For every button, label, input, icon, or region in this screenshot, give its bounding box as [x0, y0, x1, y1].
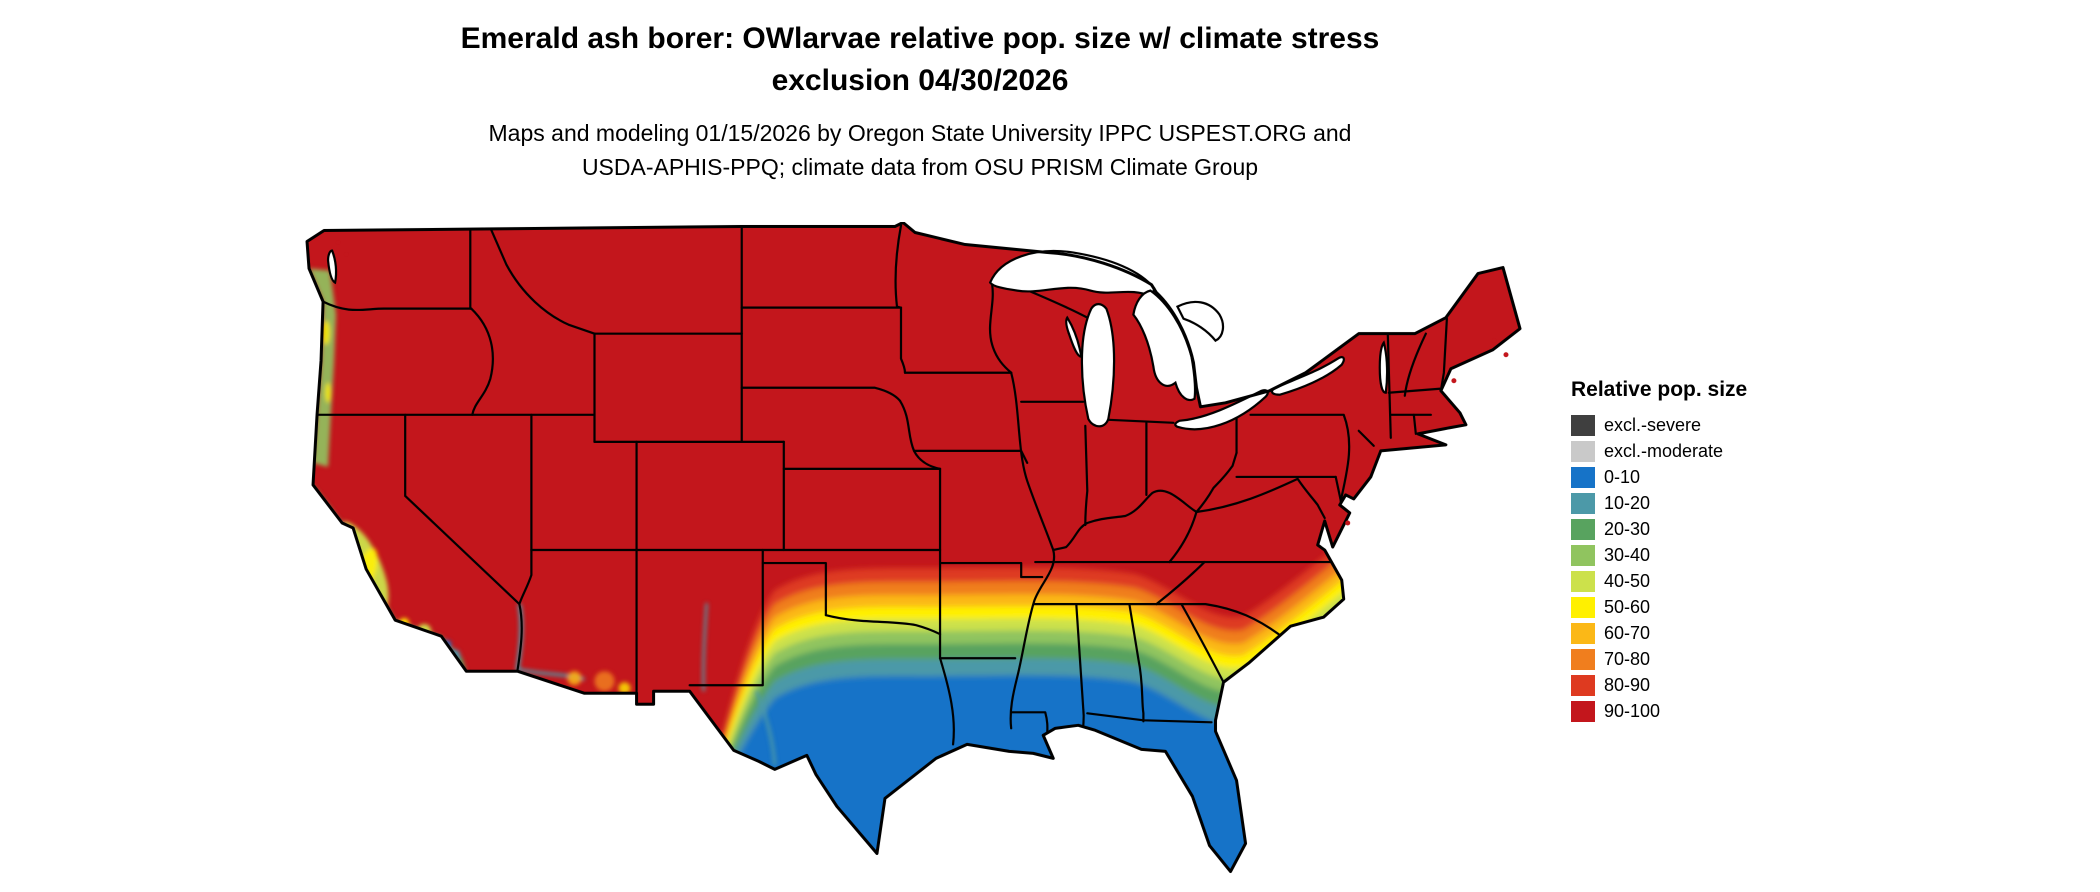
band-90-100	[307, 222, 1520, 872]
lake-ontario	[1270, 355, 1345, 396]
map-legend: Relative pop. size excl.-severe excl.-mod…	[1571, 378, 1891, 724]
lake-champlain	[1378, 340, 1389, 394]
lake-michigan	[1080, 303, 1116, 428]
legend-item: 50-60	[1571, 594, 1891, 620]
pnw-yellow-fleck	[322, 320, 331, 345]
legend-label: 50-60	[1604, 596, 1651, 617]
legend-label: 60-70	[1604, 622, 1651, 643]
legend-label: 80-90	[1604, 674, 1651, 695]
population-raster	[307, 222, 1520, 872]
map-title-line1: Emerald ash borer: OWlarvae relative pop…	[460, 22, 1380, 55]
legend-swatch	[1571, 440, 1595, 462]
saz-yellow	[618, 682, 631, 695]
legend-title: Relative pop. size	[1571, 378, 1748, 401]
legend-label: 40-50	[1604, 570, 1651, 591]
saz-gold	[567, 671, 582, 686]
legend-label: 20-30	[1604, 518, 1651, 539]
georgian-bay	[1175, 300, 1225, 343]
map-subtitle-line1: Maps and modeling 01/15/2026 by Oregon S…	[488, 120, 1352, 146]
legend-label: 90-100	[1604, 700, 1661, 721]
puget-sound	[326, 249, 338, 285]
legend-label: excl.-moderate	[1604, 440, 1724, 461]
us-choropleth-map	[304, 222, 1532, 888]
map-subtitle: Maps and modeling 01/15/2026 by Oregon S…	[0, 116, 1840, 184]
legend-item: 60-70	[1571, 620, 1891, 646]
legend-label: 70-80	[1604, 648, 1651, 669]
lake-erie	[1174, 389, 1269, 431]
legend-swatch	[1571, 622, 1595, 644]
legend-item: 80-90	[1571, 672, 1891, 698]
legend-item: 10-20	[1571, 490, 1891, 516]
legend-item: 0-10	[1571, 464, 1891, 490]
legend-item: 20-30	[1571, 516, 1891, 542]
pecos-teal	[755, 690, 777, 766]
legend-swatch	[1571, 492, 1595, 514]
legend-item: 70-80	[1571, 646, 1891, 672]
us-map-svg	[305, 222, 1522, 874]
pnw-yellow-fleck2	[325, 382, 332, 403]
state-borders	[315, 224, 1448, 746]
legend-swatch	[1571, 648, 1595, 670]
legend-label: 0-10	[1604, 466, 1641, 487]
legend-swatch	[1571, 544, 1595, 566]
legend-label: excl.-severe	[1604, 414, 1702, 435]
legend-label: 30-40	[1604, 544, 1651, 565]
us-national-outline	[305, 222, 1522, 874]
legend-label: 10-20	[1604, 492, 1651, 513]
pnw-coast-strip	[309, 268, 337, 467]
rio-grande-nm-teal	[702, 602, 708, 692]
map-header: Emerald ash borer: OWlarvae relative pop…	[0, 18, 1840, 184]
map-subtitle-line2: USDA-APHIS-PPQ; climate data from OSU PR…	[581, 154, 1259, 180]
map-title-line2: exclusion 04/30/2026	[771, 64, 1069, 97]
legend-swatch	[1571, 700, 1595, 722]
legend-item: 90-100	[1571, 698, 1891, 724]
coastal-speckles	[335, 239, 1509, 526]
legend-swatch	[1571, 570, 1595, 592]
legend-items: excl.-severe excl.-moderate 0-10 10-20 20-30…	[1571, 412, 1891, 724]
great-lakes	[326, 249, 1389, 431]
legend-swatch	[1571, 466, 1595, 488]
map-title: Emerald ash borer: OWlarvae relative pop…	[0, 18, 1840, 102]
legend-item: 40-50	[1571, 568, 1891, 594]
legend-item: excl.-severe	[1571, 412, 1891, 438]
legend-swatch	[1571, 674, 1595, 696]
legend-swatch	[1571, 596, 1595, 618]
saz-orange	[594, 671, 615, 692]
legend-swatch	[1571, 518, 1595, 540]
green-bay	[1065, 315, 1083, 358]
legend-item: 30-40	[1571, 542, 1891, 568]
legend-swatch	[1571, 414, 1595, 436]
legend-item: excl.-moderate	[1571, 438, 1891, 464]
